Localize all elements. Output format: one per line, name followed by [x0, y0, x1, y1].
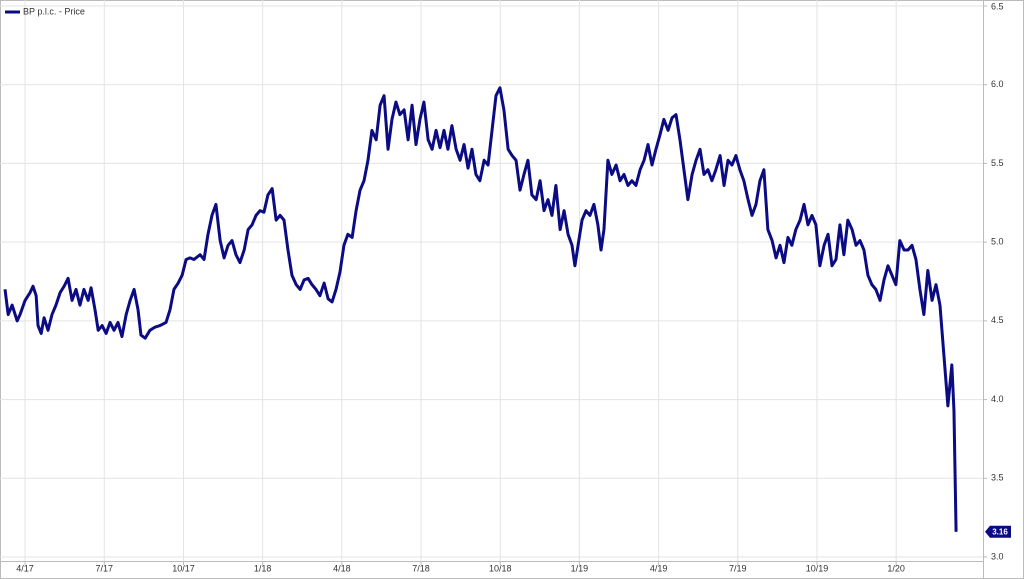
- x-tick-label: 7/19: [729, 563, 747, 573]
- y-tick-label: 6.0: [991, 79, 1004, 89]
- x-tick-label: 1/20: [887, 563, 905, 573]
- last-value-label: 3.16: [992, 527, 1008, 536]
- y-tick-label: 3.0: [991, 551, 1004, 561]
- y-tick-label: 6.5: [991, 1, 1004, 11]
- grid: [0, 0, 987, 565]
- legend: BP p.l.c. - Price: [5, 6, 85, 16]
- y-tick-label: 5.5: [991, 158, 1004, 168]
- last-value-box: [985, 525, 1011, 538]
- y-tick-label: 5.0: [991, 237, 1004, 247]
- x-tick-label: 10/17: [172, 563, 195, 573]
- price-line: [3, 86, 958, 532]
- x-tick-label: 7/18: [412, 563, 430, 573]
- y-tick-label: 4.5: [991, 315, 1004, 325]
- plot: [3, 86, 958, 532]
- legend-label: BP p.l.c. - Price: [23, 6, 85, 16]
- x-tick-label: 1/19: [571, 563, 589, 573]
- x-tick-label: 4/17: [16, 563, 34, 573]
- x-tick-label: 4/18: [333, 563, 351, 573]
- y-tick-label: 4.0: [991, 394, 1004, 404]
- x-tick-label: 10/19: [806, 563, 829, 573]
- x-tick-label: 10/18: [489, 563, 512, 573]
- x-tick-label: 1/18: [254, 563, 272, 573]
- y-tick-label: 3.5: [991, 473, 1004, 483]
- x-tick-label: 4/19: [650, 563, 668, 573]
- x-tick-label: 7/17: [95, 563, 113, 573]
